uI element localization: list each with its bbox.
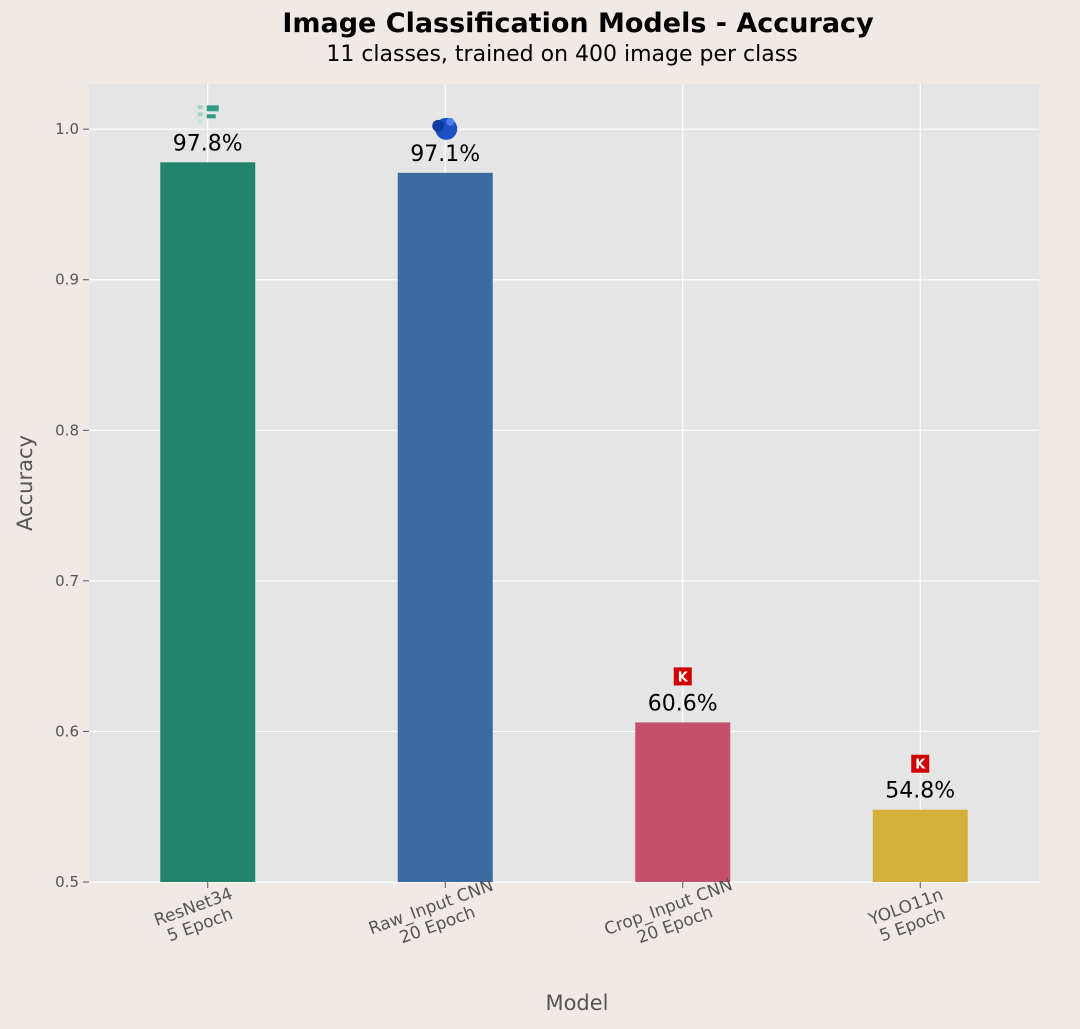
bar xyxy=(635,722,731,882)
y-tick-label: 0.5 xyxy=(55,873,79,891)
pytorch-icon xyxy=(197,105,219,124)
bar-value-label: 60.6% xyxy=(648,691,718,716)
bar-value-label: 97.8% xyxy=(173,131,243,156)
keras-icon: K xyxy=(911,754,930,773)
bar-value-label: 54.8% xyxy=(885,779,955,804)
svg-text:K: K xyxy=(678,670,689,685)
bar-value-label: 97.1% xyxy=(410,142,480,167)
bar xyxy=(872,809,968,882)
y-tick-label: 0.6 xyxy=(55,722,79,740)
bar-icons: KK xyxy=(197,105,930,773)
x-axis-label: Model xyxy=(545,991,608,1015)
chart-subtitle: 11 classes, trained on 400 image per cla… xyxy=(326,42,797,67)
keras-icon: K xyxy=(673,667,692,686)
y-axis-label: Accuracy xyxy=(13,435,37,531)
python-icon xyxy=(432,117,458,140)
y-tick-label: 0.8 xyxy=(55,421,79,439)
bars xyxy=(160,162,968,883)
bar xyxy=(397,172,493,882)
y-tick-label: 1.0 xyxy=(55,120,79,138)
svg-text:K: K xyxy=(915,758,926,773)
chart-title: Image Classification Models - Accuracy xyxy=(282,8,874,39)
y-tick-label: 0.7 xyxy=(55,572,79,590)
data-labels: 97.8% 97.1% 60.6% 54.8% xyxy=(173,131,955,803)
y-axis: 0.5 0.6 0.7 0.8 0.9 1.0 xyxy=(55,120,89,891)
y-tick-label: 0.9 xyxy=(55,271,79,289)
bar xyxy=(160,162,256,883)
